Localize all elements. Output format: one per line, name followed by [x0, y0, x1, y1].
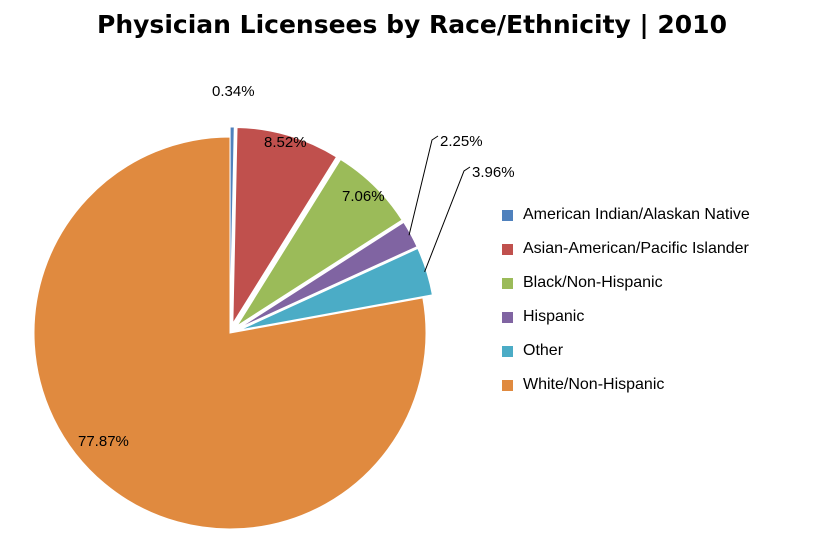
- legend-item-black-non-hispanic: Black/Non-Hispanic: [502, 266, 750, 300]
- legend-swatch: [502, 243, 513, 255]
- pie-slice-white-non-hispanic: [33, 136, 427, 530]
- legend-item-other: Other: [502, 334, 750, 368]
- pie-slice-other: [239, 247, 433, 331]
- data-label-asian-american-pacific-islander: 8.52%: [264, 134, 307, 151]
- data-label-other: 3.96%: [472, 164, 515, 181]
- legend-label: Black/Non-Hispanic: [523, 274, 663, 291]
- legend: American Indian/Alaskan Native Asian-Amer…: [502, 198, 750, 402]
- legend-label: White/Non-Hispanic: [523, 376, 665, 393]
- legend-swatch: [502, 277, 513, 289]
- legend-item-hispanic: Hispanic: [502, 300, 750, 334]
- data-label-hispanic: 2.25%: [440, 133, 483, 150]
- legend-item-white-non-hispanic: White/Non-Hispanic: [502, 368, 750, 402]
- leader-line-hispanic: [408, 135, 439, 236]
- legend-label: American Indian/Alaskan Native: [523, 206, 750, 223]
- legend-swatch: [502, 379, 513, 391]
- leader-line-other: [424, 166, 471, 272]
- legend-item-american-indian-alaskan-native: American Indian/Alaskan Native: [502, 198, 750, 232]
- legend-label: Hispanic: [523, 308, 585, 325]
- data-label-black-non-hispanic: 7.06%: [342, 188, 385, 205]
- legend-swatch: [502, 311, 513, 323]
- pie-slice-american-indian-alaskan-native: [229, 126, 235, 324]
- pie-slice-black-non-hispanic: [236, 158, 403, 327]
- legend-item-asian-american-pacific-islander: Asian-American/Pacific Islander: [502, 232, 750, 266]
- legend-label: Asian-American/Pacific Islander: [523, 240, 749, 257]
- data-label-american-indian-alaskan-native: 0.34%: [212, 83, 255, 100]
- data-label-white-non-hispanic: 77.87%: [78, 433, 129, 450]
- legend-swatch: [502, 209, 513, 221]
- legend-swatch: [502, 345, 513, 357]
- pie-slice-hispanic: [238, 221, 418, 329]
- legend-label: Other: [523, 342, 564, 359]
- chart-title: Physician Licensees by Race/Ethnicity | …: [97, 10, 727, 39]
- pie-slice-asian-american-pacific-islander: [232, 126, 338, 326]
